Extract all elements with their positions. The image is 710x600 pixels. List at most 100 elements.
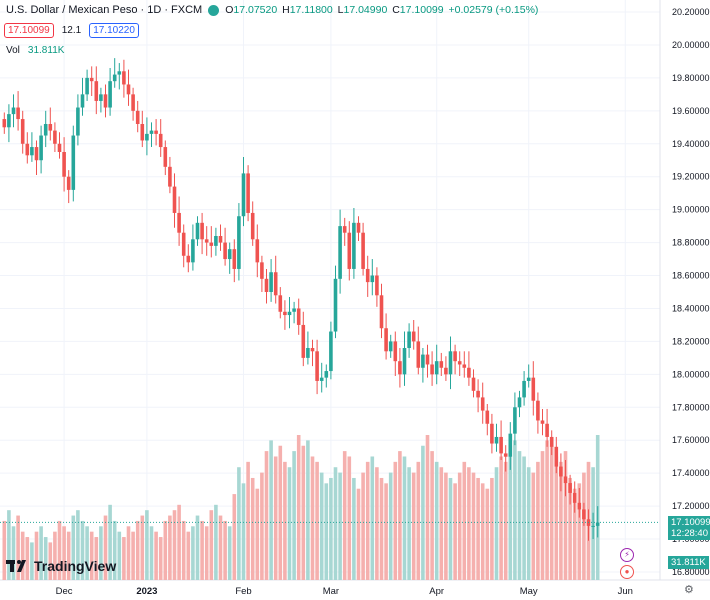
volume-bar	[425, 435, 430, 580]
volume-bar	[342, 451, 347, 580]
candle-body	[513, 407, 517, 434]
candle-body	[76, 107, 80, 136]
y-tick-label: 18.80000	[672, 238, 710, 248]
candle-body	[545, 423, 549, 437]
candle-body	[375, 275, 379, 296]
volume-bar	[375, 467, 379, 580]
volume-bar	[434, 461, 439, 580]
volume-bar	[283, 461, 287, 580]
candle-body	[7, 114, 11, 128]
candle-body	[540, 420, 545, 424]
visibility-eye-icon[interactable]	[208, 4, 220, 16]
volume-bar	[448, 477, 453, 580]
candle-body	[292, 308, 296, 312]
volume-bar	[549, 445, 554, 580]
candle-body	[434, 361, 439, 375]
volume-bar	[76, 510, 80, 580]
candle-body	[485, 410, 490, 424]
settings-gear-icon[interactable]: ⚙	[684, 584, 694, 596]
candle-body	[237, 216, 241, 269]
candle-body	[554, 446, 559, 467]
candle-body	[168, 166, 172, 187]
volume-bar	[292, 451, 296, 580]
volume-bar	[53, 531, 57, 580]
volume-bar	[181, 520, 186, 580]
volume-bar	[66, 531, 71, 580]
symbol-title[interactable]: U.S. Dollar / Mexican Peso · 1D · FXCM	[6, 4, 203, 16]
candle-body	[158, 133, 163, 148]
tradingview-logo[interactable]: TradingView	[6, 558, 116, 574]
y-tick-label: 19.00000	[672, 205, 710, 215]
volume-bar	[195, 515, 200, 580]
candle-body	[255, 239, 260, 263]
candle-body	[301, 324, 306, 358]
y-tick-label: 19.20000	[672, 172, 710, 182]
candle-body	[370, 275, 375, 283]
volume-bar	[444, 472, 448, 580]
volume-bar	[255, 488, 260, 580]
volume-bar	[577, 483, 582, 580]
lightning-event-icon[interactable]: ⚡	[620, 548, 634, 562]
ohlc-readout: O17.07520 H17.11800 L17.04990 C17.10099 …	[225, 4, 539, 16]
candle-body	[568, 483, 572, 493]
candle-body	[411, 331, 416, 342]
y-tick-label: 18.20000	[672, 336, 710, 346]
candle-body	[490, 423, 494, 444]
candle-body	[494, 436, 499, 444]
y-tick-label: 16.80000	[672, 567, 710, 577]
volume-bar	[393, 461, 398, 580]
volume-bar	[163, 520, 168, 580]
candle-body	[595, 522, 600, 526]
candle-body	[108, 81, 112, 108]
candle-body	[393, 341, 398, 362]
volume-bar	[200, 520, 204, 580]
volume-bar	[582, 472, 586, 580]
volume-bar	[398, 451, 402, 580]
x-tick-label: May	[520, 586, 538, 597]
volume-bar	[94, 537, 99, 580]
candle-body	[425, 354, 430, 365]
candle-body	[287, 311, 292, 316]
flag-event-icon[interactable]: ●	[620, 565, 634, 579]
x-tick-label: Dec	[56, 586, 73, 597]
candle-body	[522, 380, 526, 398]
volume-bar	[269, 440, 273, 580]
candle-body	[131, 94, 135, 111]
candle-body	[347, 232, 352, 269]
volume-bar	[223, 520, 227, 580]
candle-body	[39, 135, 43, 161]
candle-body	[365, 268, 370, 283]
volume-bar	[301, 445, 306, 580]
candle-body	[145, 133, 149, 141]
candle-body	[508, 433, 513, 457]
candle-body	[85, 77, 89, 95]
candle-body	[200, 222, 204, 240]
candle-body	[181, 232, 186, 256]
candle-body	[149, 130, 154, 134]
volume-bar	[310, 456, 315, 580]
candle-body	[34, 147, 39, 161]
volume-bar	[149, 526, 154, 580]
volume-bar	[416, 461, 421, 580]
volume-bar	[48, 542, 53, 580]
candle-body	[333, 278, 338, 332]
y-tick-label: 19.60000	[672, 106, 710, 116]
volume-bar	[411, 472, 416, 580]
volume-bar	[384, 483, 388, 580]
volume-bar	[232, 494, 237, 580]
x-tick-label: Jun	[618, 586, 633, 597]
sell-button[interactable]: 17.10099	[4, 23, 54, 38]
candle-body	[476, 390, 480, 398]
candle-body	[296, 308, 301, 325]
volume-bar	[517, 451, 522, 580]
buy-button[interactable]: 17.10220	[89, 23, 139, 38]
candle-body	[388, 341, 393, 352]
candle-body	[172, 186, 177, 213]
volume-bar	[117, 531, 122, 580]
volume-bar	[453, 483, 457, 580]
x-tick-label: Apr	[429, 586, 444, 597]
volume-bar	[264, 451, 269, 580]
candle-body	[223, 242, 227, 260]
volume-bar	[227, 526, 232, 580]
